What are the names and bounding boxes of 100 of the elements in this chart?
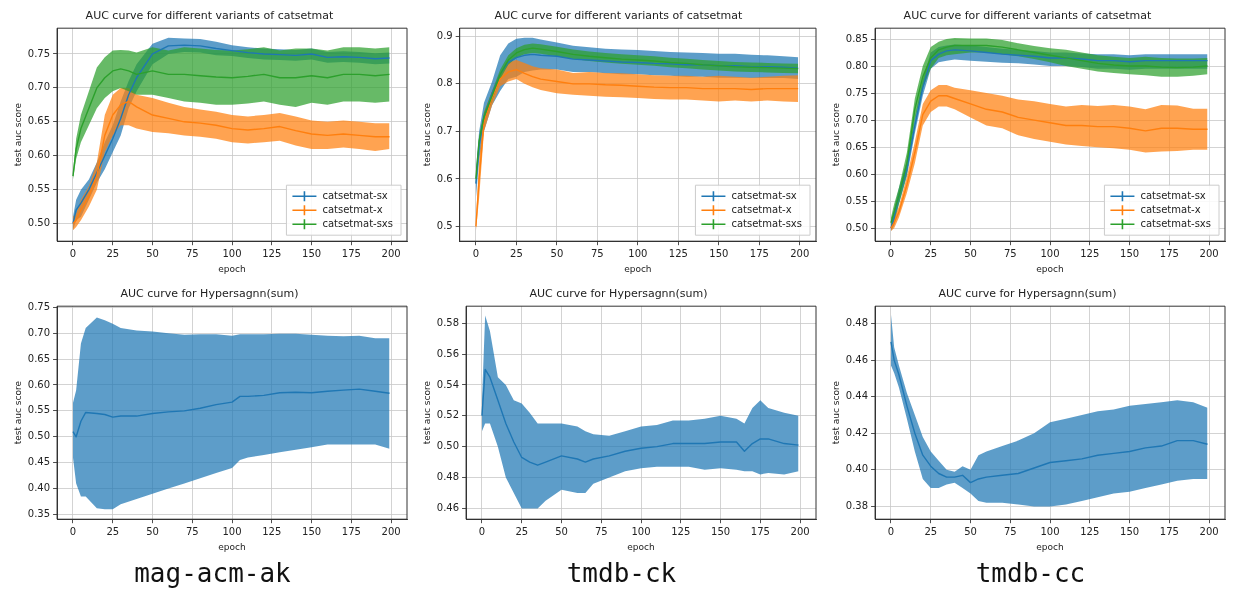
x-tick-label: 200 xyxy=(381,525,401,537)
y-tick-label: 0.38 xyxy=(845,500,869,511)
x-tick-label: 150 xyxy=(302,525,322,537)
chart-title: AUC curve for different variants of catsetmat xyxy=(494,9,744,23)
y-tick-label: 0.35 xyxy=(27,508,51,520)
y-axis-title: test auc score xyxy=(12,380,23,445)
y-tick-label: 0.54 xyxy=(436,378,460,390)
x-axis-title: epoch xyxy=(218,263,246,274)
x-tick-label: 50 xyxy=(555,525,568,537)
y-tick-label: 0.75 xyxy=(845,86,869,98)
y-tick-label: 0.42 xyxy=(845,426,869,438)
x-axis-title: epoch xyxy=(1036,263,1064,274)
x-tick-label: 50 xyxy=(550,247,564,259)
x-tick-label: 100 xyxy=(222,247,242,259)
y-tick-label: 0.70 xyxy=(27,326,51,338)
x-tick-label: 25 xyxy=(106,247,120,259)
y-tick-label: 0.9 xyxy=(436,29,453,41)
legend-label: catsetmat-sxs xyxy=(322,217,394,229)
x-tick-label: 125 xyxy=(1080,247,1100,259)
y-tick-label: 0.52 xyxy=(436,409,460,421)
x-axis-title: epoch xyxy=(1036,541,1064,552)
y-tick-label: 0.55 xyxy=(845,194,869,206)
chart-title: AUC curve for Hypersagnn(sum) xyxy=(938,287,1117,301)
x-tick-label: 75 xyxy=(594,525,608,537)
x-tick-label: 0 xyxy=(478,525,486,537)
x-tick-label: 175 xyxy=(750,525,770,537)
y-tick-label: 0.58 xyxy=(436,316,460,328)
x-tick-label: 75 xyxy=(591,247,604,259)
x-tick-label: 50 xyxy=(146,247,159,259)
y-tick-label: 0.50 xyxy=(845,221,869,233)
legend-label: catsetmat-sx xyxy=(731,189,797,201)
x-tick-label: 100 xyxy=(1040,247,1060,259)
x-tick-label: 50 xyxy=(964,525,977,537)
y-axis-title: test auc score xyxy=(830,380,841,445)
chart-title: AUC curve for different variants of catsetmat xyxy=(85,9,335,23)
y-tick-label: 0.70 xyxy=(27,81,51,93)
x-tick-label: 0 xyxy=(887,247,895,259)
y-tick-label: 0.46 xyxy=(436,501,460,513)
y-tick-label: 0.55 xyxy=(27,404,51,416)
chart-title: AUC curve for Hypersagnn(sum) xyxy=(120,287,299,301)
x-axis-title: epoch xyxy=(627,541,655,552)
y-tick-label: 0.46 xyxy=(845,353,869,365)
y-tick-label: 0.60 xyxy=(27,149,51,161)
x-tick-label: 200 xyxy=(790,247,810,259)
x-tick-label: 75 xyxy=(185,247,199,259)
x-tick-label: 150 xyxy=(709,247,729,259)
x-tick-label: 175 xyxy=(341,525,361,537)
y-tick-label: 0.75 xyxy=(27,47,51,59)
x-tick-label: 25 xyxy=(515,525,529,537)
x-tick-label: 150 xyxy=(1120,247,1140,259)
legend-label: catsetmat-x xyxy=(322,203,383,215)
x-tick-label: 200 xyxy=(1199,525,1219,537)
legend-label: catsetmat-x xyxy=(731,203,792,215)
y-tick-label: 0.48 xyxy=(845,317,869,329)
x-tick-label: 175 xyxy=(341,247,361,259)
y-tick-label: 0.60 xyxy=(845,167,869,179)
legend-label: catsetmat-sx xyxy=(1140,189,1206,201)
x-tick-label: 25 xyxy=(924,525,938,537)
y-tick-label: 0.75 xyxy=(27,300,51,312)
y-tick-label: 0.40 xyxy=(845,463,869,475)
chart-title: AUC curve for Hypersagnn(sum) xyxy=(529,287,708,301)
x-tick-label: 125 xyxy=(262,247,282,259)
text: tmdb-ck xyxy=(565,558,678,588)
x-tick-label: 125 xyxy=(262,525,282,537)
y-tick-label: 0.55 xyxy=(27,183,51,195)
legend-label: catsetmat-x xyxy=(1140,203,1201,215)
x-tick-label: 75 xyxy=(185,525,199,537)
y-axis-title: test auc score xyxy=(421,102,432,167)
x-tick-label: 100 xyxy=(222,525,242,537)
x-tick-label: 100 xyxy=(1040,525,1060,537)
y-axis-title: test auc score xyxy=(830,102,841,167)
x-tick-label: 200 xyxy=(381,247,401,259)
x-tick-label: 25 xyxy=(106,525,120,537)
y-tick-label: 0.50 xyxy=(27,430,51,442)
y-tick-label: 0.50 xyxy=(436,440,460,452)
x-tick-label: 125 xyxy=(668,247,688,259)
x-tick-label: 25 xyxy=(924,247,938,259)
x-tick-label: 175 xyxy=(749,247,769,259)
x-tick-label: 200 xyxy=(790,525,810,537)
x-tick-label: 175 xyxy=(1159,247,1179,259)
y-tick-label: 0.65 xyxy=(27,115,51,127)
y-tick-label: 0.50 xyxy=(27,217,51,229)
y-tick-label: 0.5 xyxy=(436,220,453,232)
x-tick-label: 0 xyxy=(69,247,77,259)
x-tick-label: 150 xyxy=(711,525,731,537)
y-tick-label: 0.8 xyxy=(436,77,453,89)
y-tick-label: 0.85 xyxy=(845,32,869,44)
x-axis-title: epoch xyxy=(624,263,652,274)
x-tick-label: 100 xyxy=(631,525,651,537)
text: mag-acm-ak xyxy=(133,558,292,588)
x-tick-label: 0 xyxy=(472,247,480,259)
x-tick-label: 0 xyxy=(69,525,77,537)
x-tick-label: 50 xyxy=(964,247,977,259)
x-tick-label: 175 xyxy=(1159,525,1179,537)
x-tick-label: 150 xyxy=(302,247,322,259)
chart-title: AUC curve for different variants of catsetmat xyxy=(903,9,1153,23)
y-axis-title: test auc score xyxy=(421,380,432,445)
x-tick-label: 125 xyxy=(671,525,691,537)
y-tick-label: 0.80 xyxy=(845,59,869,71)
x-tick-label: 25 xyxy=(510,247,523,259)
